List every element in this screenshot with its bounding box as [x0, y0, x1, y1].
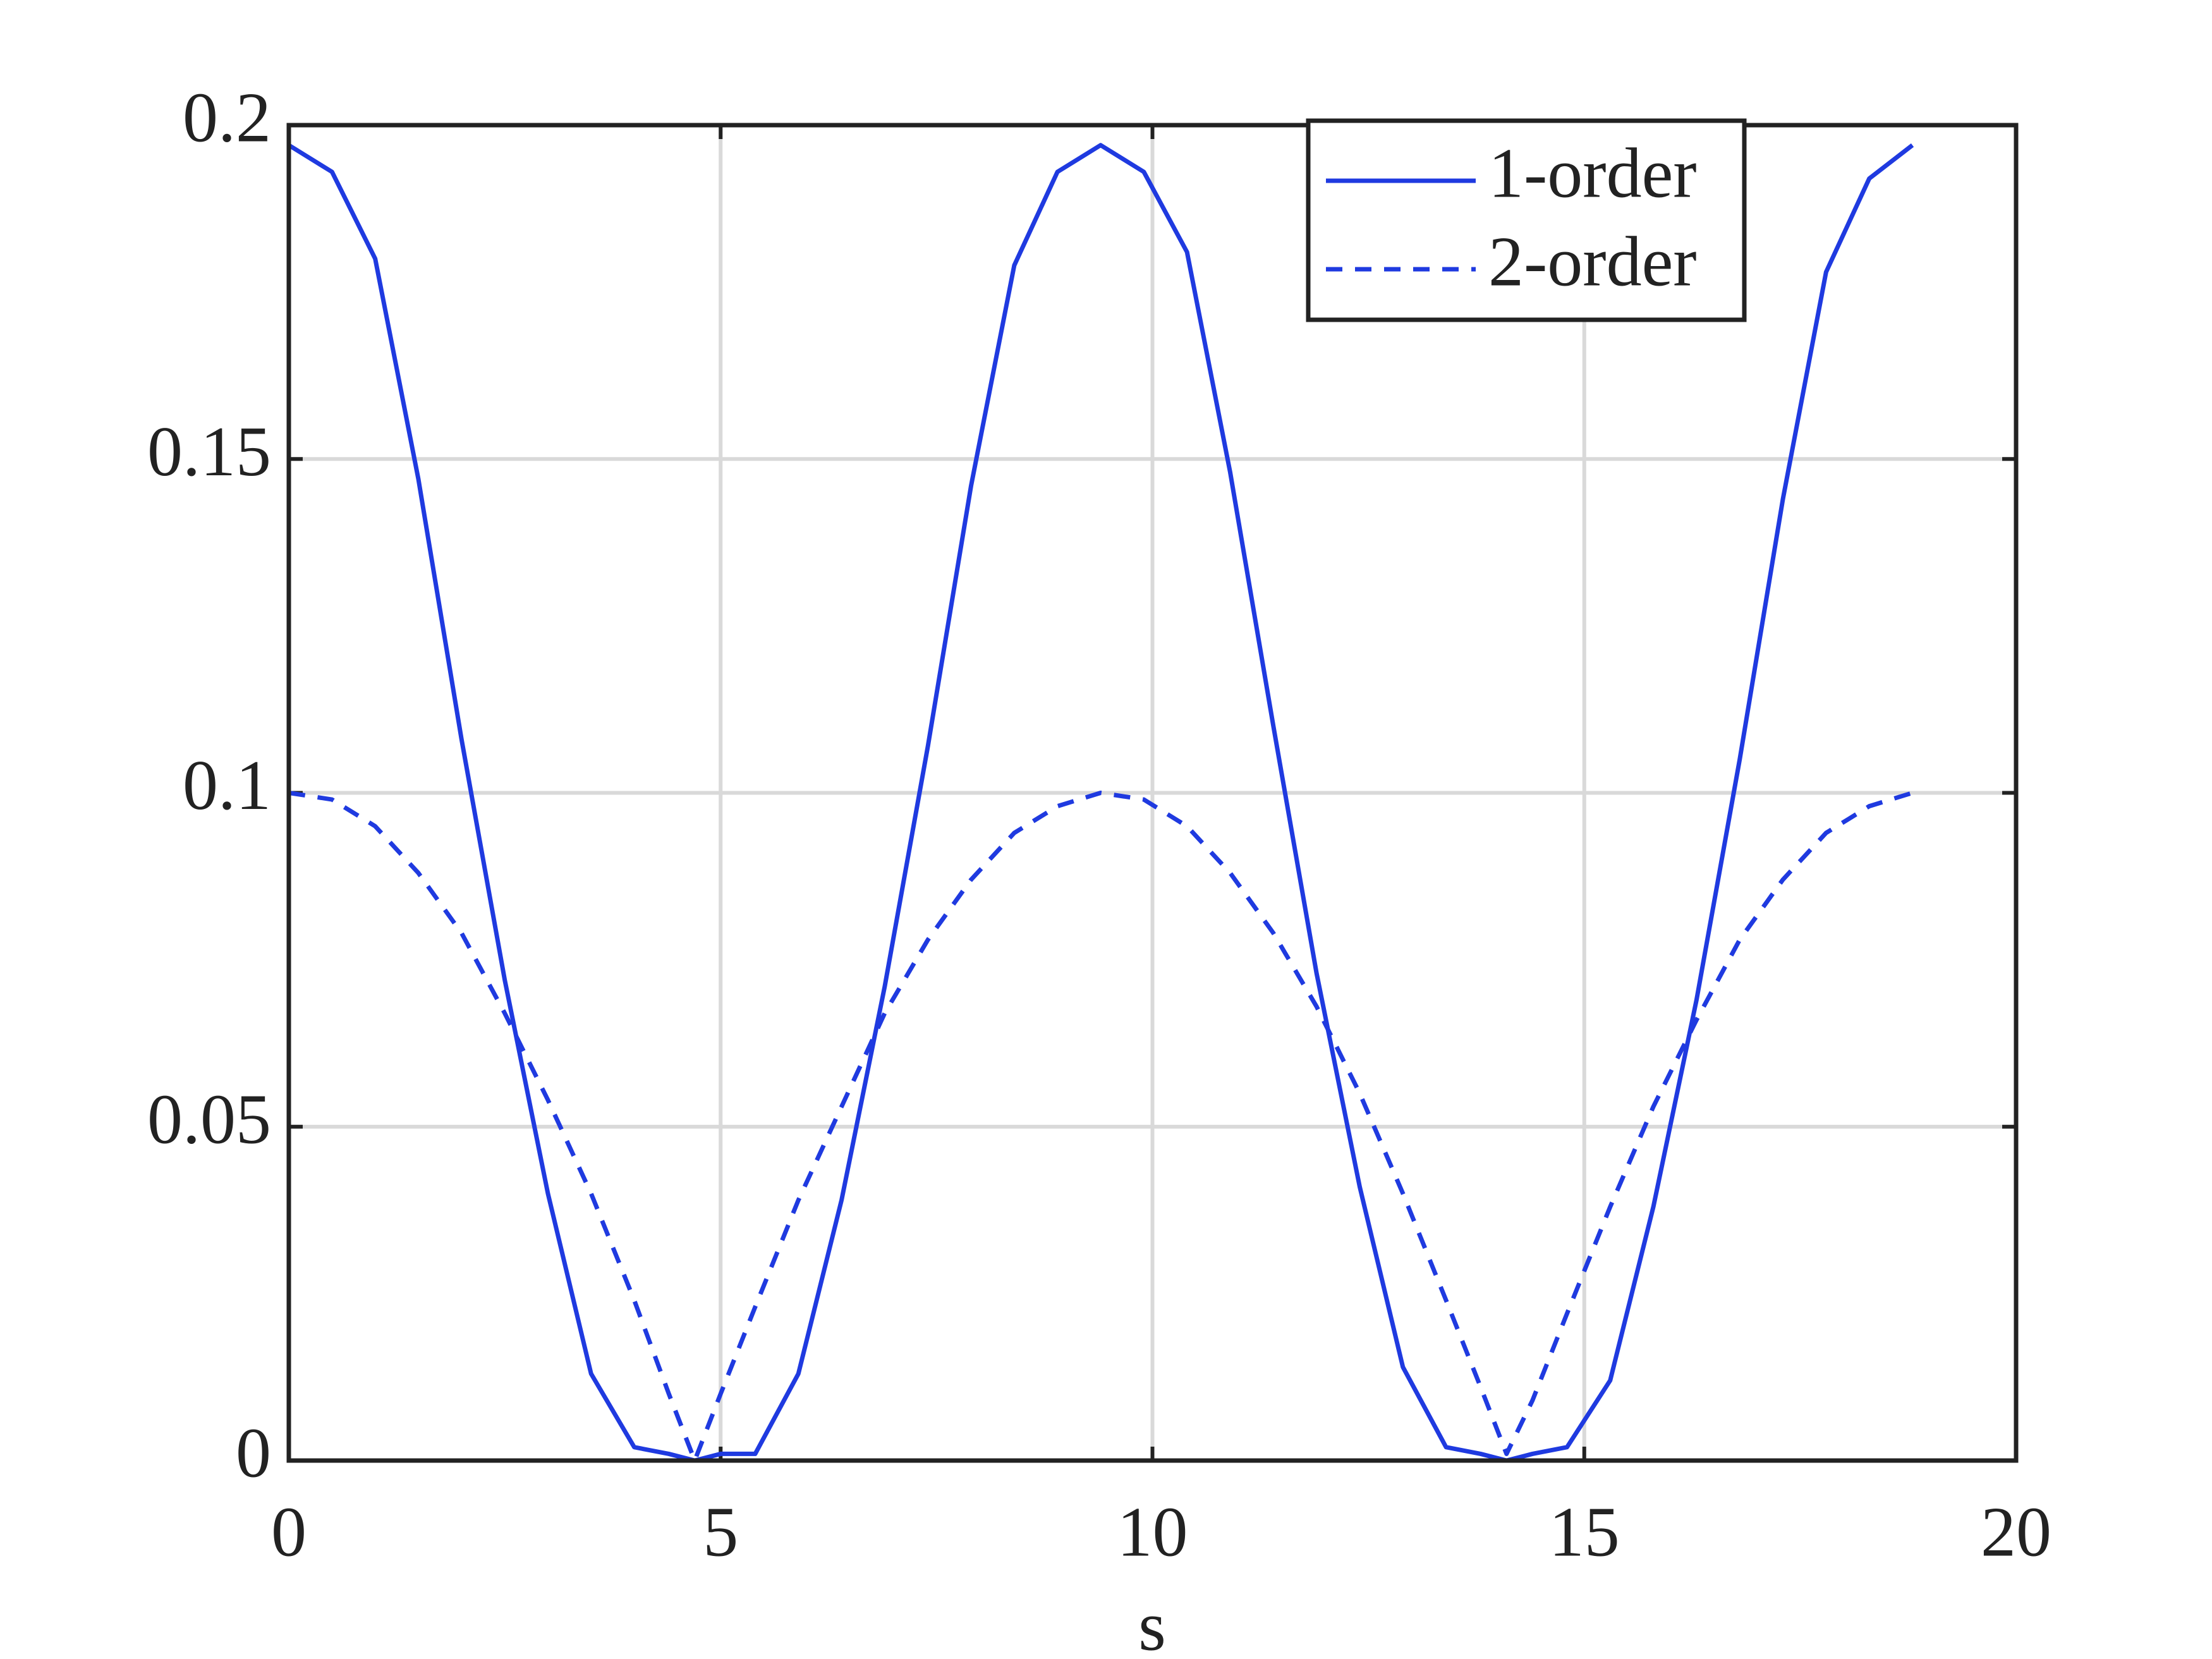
x-axis-label: s	[1138, 1588, 1166, 1659]
x-tick-label: 20	[1981, 1493, 2051, 1572]
y-tick-label: 0	[236, 1414, 271, 1493]
plot-frame	[286, 123, 2019, 1463]
x-tick-label: 5	[703, 1493, 738, 1572]
legend: 1-order 2-order	[1306, 118, 1747, 322]
x-tick-label: 15	[1549, 1493, 1620, 1572]
series-line	[288, 143, 1914, 1463]
series-line	[288, 791, 1914, 1463]
legend-label: 2-order	[1488, 223, 1697, 301]
y-tick-label: 0.15	[147, 413, 271, 491]
y-tick-label: 0.05	[147, 1080, 271, 1158]
y-tick-label: 0.1	[183, 746, 271, 825]
x-tick-label: 0	[271, 1493, 307, 1572]
x-tick-label: 10	[1117, 1493, 1188, 1572]
legend-box	[1306, 118, 1747, 322]
legend-label: 1-order	[1488, 135, 1697, 213]
y-tick-label: 0.2	[183, 79, 271, 157]
